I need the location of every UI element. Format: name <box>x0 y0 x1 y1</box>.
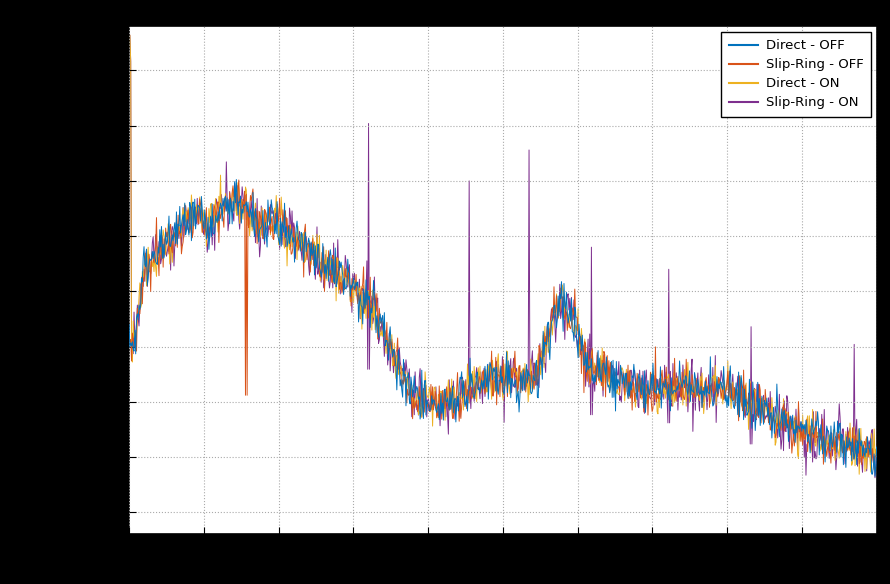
Legend: Direct - OFF, Slip-Ring - OFF, Direct - ON, Slip-Ring - ON: Direct - OFF, Slip-Ring - OFF, Direct - … <box>721 32 871 117</box>
